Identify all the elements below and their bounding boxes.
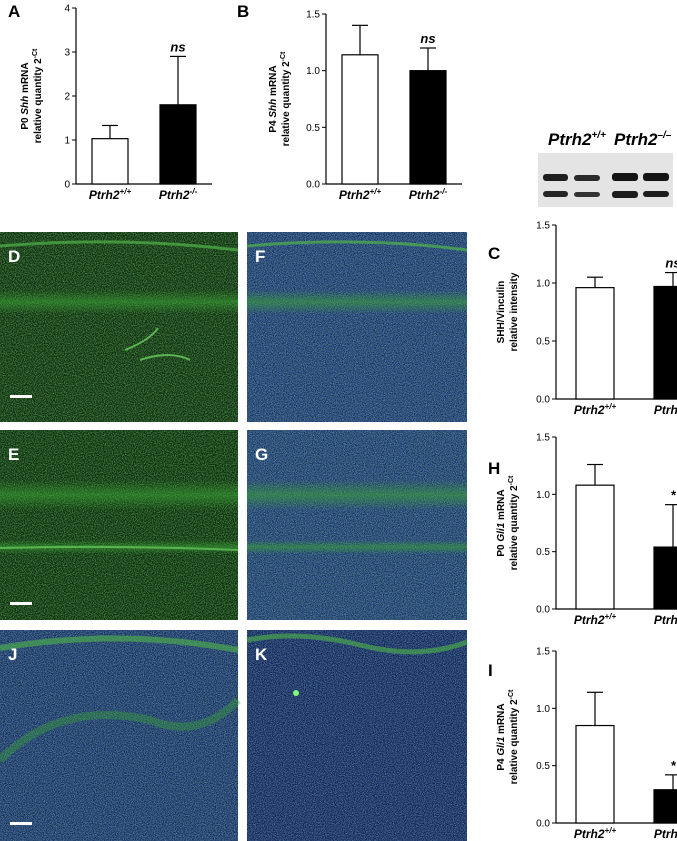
bar (575, 484, 615, 610)
y-axis-label-line2: relative intensity (509, 272, 520, 351)
chart-h-gli1-p0: 0.0 0.5 1.0 1.5 Ptrh2+/+ Ptrh2-/- * P0 Gli1 mRN… (496, 433, 677, 627)
micrograph-j: J (0, 630, 241, 841)
chart-c-shh-vinculin: 0.0 0.5 1.0 1.5 Ptrh2+/+ Ptrh2-/- ns SHH/Vincul… (496, 221, 677, 417)
y-axis-label-line2: relative quantity 2-Ct (508, 689, 520, 784)
category-label: Ptrh2+/+ (574, 612, 617, 627)
panel-label-b: B (237, 2, 249, 21)
y-tick-label: 1.5 (536, 647, 550, 658)
blot-band (543, 191, 568, 197)
y-tick-label: 1.0 (536, 704, 550, 715)
blot-band (543, 174, 568, 181)
chart-a-shh-p0: 0 1 2 3 4 Ptrh2+/+ Ptrh2-/- ns P0 Shh mRNA relati… (20, 4, 212, 202)
y-tick-label: 0.0 (306, 180, 320, 191)
panel-label-c: C (488, 244, 500, 263)
blot-band (643, 191, 669, 197)
significance-label: ns (170, 39, 185, 54)
y-tick-label: 3 (64, 48, 70, 59)
y-tick-label: 1.0 (536, 490, 550, 501)
y-axis-label: P0 Shh mRNA (20, 62, 31, 129)
category-label: Ptrh2+/+ (89, 187, 132, 202)
bar (575, 287, 615, 400)
blot-band (574, 175, 600, 181)
y-tick-label: 0 (64, 180, 70, 191)
blot-band (643, 173, 669, 181)
y-tick-label: 0.5 (536, 547, 550, 558)
category-label: Ptrh2-/- (654, 402, 677, 417)
y-tick-label: 0.0 (536, 395, 550, 406)
y-tick-label: 1.5 (536, 221, 550, 232)
y-axis-label: SHH/Vinculin (496, 281, 507, 344)
panel-label-g: G (255, 445, 268, 464)
micrograph-d: D (0, 232, 239, 422)
chart-i-gli1-p4: 0.0 0.5 1.0 1.5 Ptrh2+/+ Ptrh2-/- * P4 Gli1 mRN… (496, 647, 677, 841)
category-label: Ptrh2-/- (409, 187, 448, 202)
category-label: Ptrh2+/+ (339, 187, 382, 202)
blot-band (574, 192, 600, 197)
category-label: Ptrh2-/- (654, 612, 677, 627)
chart-b-shh-p4: 0.0 0.5 1.0 1.5 Ptrh2+/+ Ptrh2-/- ns P4 Shh mRN… (268, 10, 462, 202)
y-tick-label: 0.5 (306, 123, 320, 134)
category-label: Ptrh2+/+ (574, 826, 617, 841)
panel-label-a: A (8, 2, 20, 21)
scale-bar (10, 822, 32, 825)
y-axis-label-line2: relative quantity 2-Ct (32, 48, 44, 143)
category-label: Ptrh2-/- (654, 826, 677, 841)
y-tick-label: 0.0 (536, 819, 550, 830)
y-tick-label: 0.5 (536, 761, 550, 772)
category-label: Ptrh2-/- (159, 187, 198, 202)
micrograph-k: K (246, 630, 468, 841)
bar (653, 285, 677, 400)
y-tick-label: 0.0 (536, 605, 550, 616)
panel-label-d: D (8, 247, 20, 266)
bar (653, 789, 677, 824)
western-blot: Ptrh2+/+ Ptrh2–/– (538, 130, 673, 207)
y-tick-label: 1.5 (306, 10, 320, 21)
blot-band (612, 191, 638, 198)
significance-label: ns (665, 256, 677, 271)
panel-label-i: I (488, 661, 493, 680)
micrograph-g: G (247, 430, 467, 620)
y-tick-label: 1 (64, 136, 70, 147)
category-label: Ptrh2+/+ (574, 402, 617, 417)
bar (91, 138, 129, 185)
panel-label-h: H (488, 459, 500, 478)
y-axis-label: P0 Gli1 mRNA (496, 489, 507, 556)
micrograph-f: F (246, 232, 468, 422)
scale-bar (10, 602, 32, 605)
significance-label: ns (420, 31, 435, 46)
y-tick-label: 0.5 (536, 337, 550, 348)
bar (409, 70, 447, 185)
significance-label: * (670, 758, 676, 773)
y-axis-label-line2: relative quantity 2-Ct (280, 51, 292, 146)
y-axis-label-line2: relative quantity 2-Ct (508, 475, 520, 570)
panel-label-j: J (8, 645, 17, 664)
panel-label-k: K (255, 645, 268, 664)
bar (341, 54, 379, 185)
panel-label-f: F (255, 247, 265, 266)
bar (575, 724, 615, 824)
y-axis-label: P4 Gli1 mRNA (496, 703, 507, 770)
blot-label-wt: Ptrh2+/+ (548, 130, 606, 149)
y-tick-label: 1.0 (306, 66, 320, 77)
blot-band (612, 173, 638, 181)
scale-bar (10, 395, 32, 398)
significance-label: * (670, 488, 676, 503)
y-tick-label: 2 (64, 92, 70, 103)
bar (653, 546, 677, 610)
panel-label-e: E (8, 445, 19, 464)
y-tick-label: 4 (64, 4, 70, 15)
blot-label-ko: Ptrh2–/– (614, 130, 672, 149)
y-tick-label: 1.5 (536, 433, 550, 444)
y-tick-label: 1.0 (536, 279, 550, 290)
micrograph-e: E (0, 430, 239, 620)
bar (159, 104, 197, 185)
y-axis-label: P4 Shh mRNA (268, 65, 279, 132)
